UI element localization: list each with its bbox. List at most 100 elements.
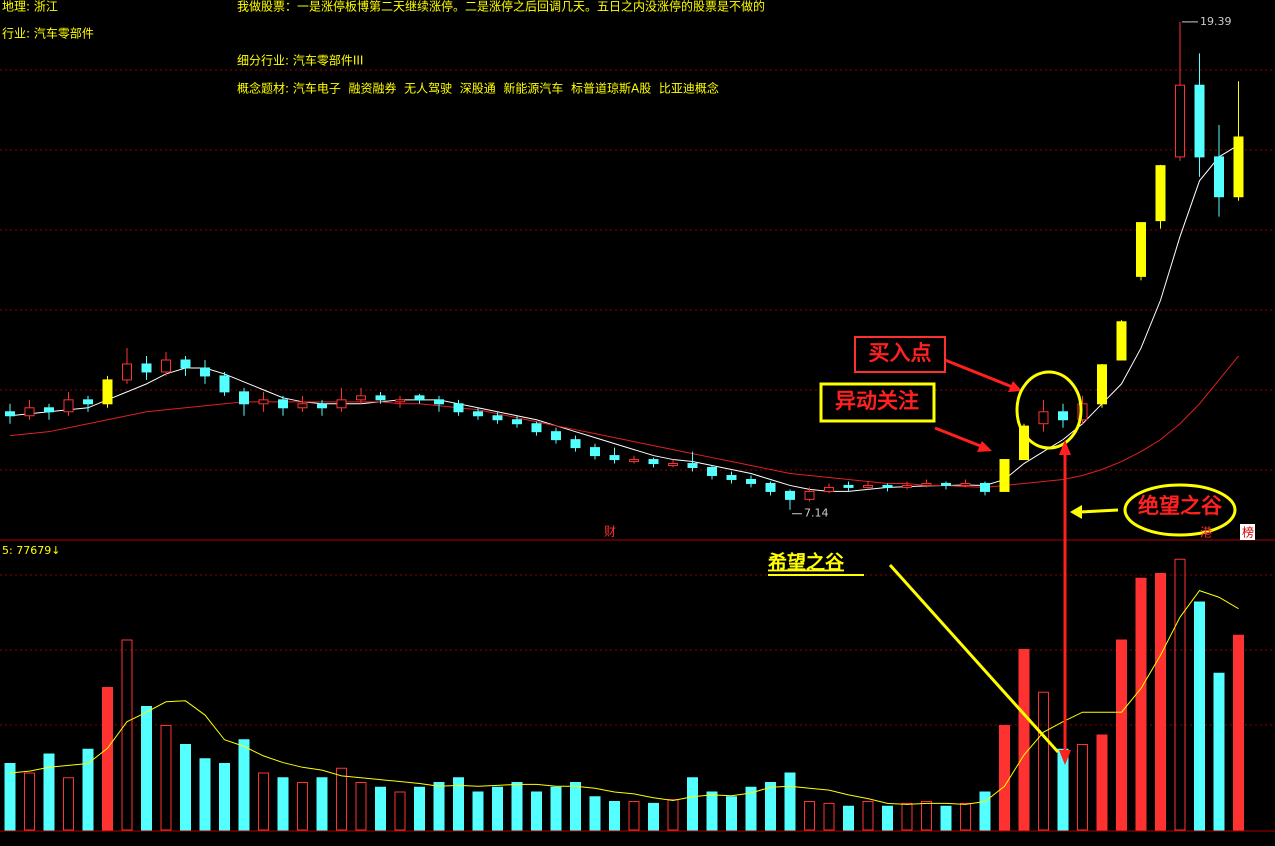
candle-body	[1155, 165, 1166, 222]
volume-bar	[1057, 748, 1069, 831]
volume-bar	[843, 805, 854, 831]
volume-bar	[999, 725, 1010, 831]
volume-bar	[1096, 734, 1108, 831]
volume-bar	[394, 791, 406, 831]
motto: 我做股票：一是涨停板博第二天继续涨停。二是涨停之后回调几天。五日之内没涨停的股票…	[237, 0, 765, 14]
candle-body	[63, 399, 74, 413]
candle-body	[843, 484, 854, 488]
candle-body	[531, 423, 542, 433]
volume-bar	[297, 782, 308, 831]
volume-bar	[160, 725, 172, 831]
candle-body	[629, 459, 639, 463]
candle-body	[200, 367, 210, 377]
volume-bar	[823, 802, 835, 831]
candle-body	[824, 486, 834, 492]
candle-body	[1097, 364, 1107, 405]
plot-area: 19.39 7.14	[4, 15, 1244, 831]
candle-body	[434, 399, 444, 405]
candle-body	[356, 395, 366, 401]
volume-bar	[121, 639, 133, 831]
buy-point-label: 买入点	[869, 341, 932, 365]
volume-bar	[687, 777, 698, 831]
volume-bar	[1038, 691, 1049, 831]
hope-valley-label: 希望之谷	[768, 551, 845, 574]
volume-bar	[726, 796, 737, 831]
candle-body	[512, 419, 522, 425]
volume-bar	[219, 763, 230, 831]
volume-bar	[921, 801, 932, 831]
candle-body	[863, 484, 873, 488]
candle-body	[1214, 156, 1224, 198]
volume-bar	[375, 786, 386, 831]
candle-body	[707, 467, 717, 476]
candle-body	[726, 474, 737, 480]
volume-bar	[82, 748, 94, 831]
arrow-head	[1059, 750, 1071, 765]
candle-body	[180, 359, 191, 369]
volume-bar	[706, 791, 718, 831]
despair-valley-label: 绝望之谷	[1138, 494, 1223, 518]
volume-bar	[550, 786, 562, 831]
ma-line	[9, 355, 1239, 488]
volume-bar	[1077, 744, 1088, 831]
volume-bar	[745, 786, 757, 831]
candle-body	[765, 482, 776, 492]
candle-body	[453, 403, 464, 413]
candle-body	[882, 484, 893, 488]
candle-body	[5, 411, 15, 417]
volume-bar	[1194, 601, 1205, 831]
volume-bar	[472, 791, 484, 831]
arrow-head	[1008, 381, 1022, 392]
candle-body	[492, 415, 503, 421]
candle-body	[1194, 84, 1205, 158]
volume-bar	[511, 782, 523, 831]
candle-body	[473, 411, 483, 417]
annotations: 买入点 异动关注 希望之谷 绝望之谷 财 港 榜 5: 77679↓	[2, 336, 1255, 765]
label-box	[819, 382, 936, 423]
candle-body	[161, 359, 171, 373]
volume-bar	[1233, 634, 1244, 831]
arrow-head	[1070, 505, 1082, 519]
candle-body	[44, 407, 54, 413]
volume-bar	[979, 791, 991, 831]
candle-body	[122, 363, 132, 381]
candle-body	[921, 482, 932, 486]
volume-bar	[1018, 649, 1030, 831]
volume-bar	[102, 687, 113, 831]
region: 地理: 浙江	[2, 0, 58, 14]
candle-body	[297, 403, 308, 409]
candle-body	[24, 407, 35, 417]
industry: 行业: 汽车零部件	[2, 26, 94, 41]
volume-bar	[589, 796, 601, 831]
volume-bar	[609, 801, 620, 831]
volume-bar	[492, 786, 503, 831]
high-label: 19.39	[1200, 15, 1232, 28]
candle-body	[219, 375, 230, 393]
volume-bar	[433, 782, 445, 831]
candle-body	[258, 399, 269, 405]
volume-bar	[24, 772, 35, 831]
grid	[0, 69, 1275, 832]
volume-bar	[960, 802, 971, 831]
volume-bar	[1135, 577, 1147, 831]
volume-bar	[648, 802, 659, 831]
candle-body	[960, 482, 971, 486]
arrow-head	[1059, 440, 1071, 455]
arrow	[1079, 508, 1119, 514]
candle-body	[239, 391, 249, 405]
label-box	[854, 336, 946, 373]
arrow	[888, 563, 1060, 754]
candle-body	[999, 459, 1010, 492]
candle-body	[746, 478, 756, 484]
candle-body	[102, 379, 113, 405]
marker-bang: 榜	[1242, 525, 1254, 540]
volume-bar	[570, 782, 581, 831]
volume-bar	[355, 782, 367, 831]
volume-bar	[1174, 558, 1186, 831]
candle-body	[941, 482, 951, 486]
volume-bar	[667, 799, 679, 831]
volume-bar	[141, 706, 152, 831]
volume-bar	[277, 777, 289, 831]
volume-bar	[453, 777, 464, 831]
